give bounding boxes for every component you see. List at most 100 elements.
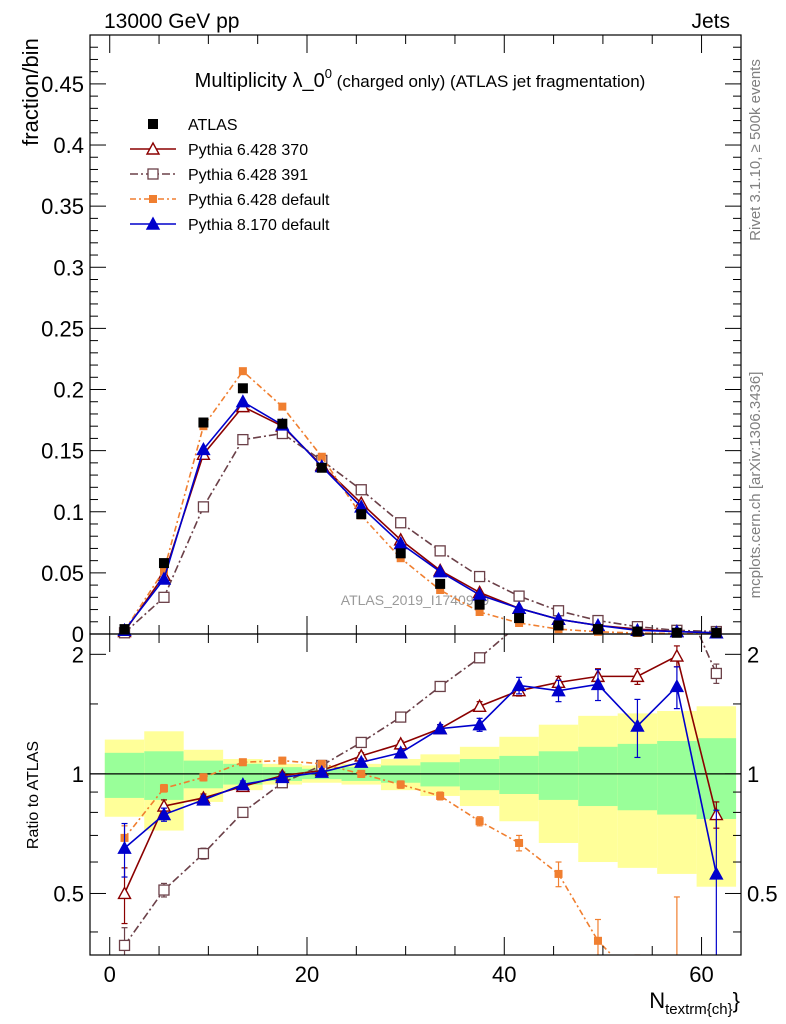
ratio-point [199, 773, 208, 782]
chart-title-rest: (charged only) (ATLAS jet fragmentation) [332, 72, 645, 91]
ratio-tick-label-right: 0.5 [747, 881, 778, 906]
legend-marker [149, 195, 157, 203]
side-label-top: Rivet 3.1.10, ≥ 500k events [747, 59, 764, 241]
data-point [592, 624, 603, 635]
main-panel: 00.050.10.150.20.250.30.350.40.45 ATLAS_… [18, 34, 742, 647]
ratio-point [475, 817, 484, 826]
series-point [513, 590, 525, 602]
uncertainty-bands [104, 706, 737, 887]
y-tick-label: 0.1 [53, 500, 84, 525]
legend-marker [145, 216, 161, 230]
data-point [474, 599, 485, 610]
series-point [235, 394, 251, 408]
y-tick-label: 0 [72, 622, 84, 647]
y-tick-label: 0.35 [41, 194, 84, 219]
x-axis-label: Ntextrm{ch}} [649, 988, 740, 1018]
data-point [356, 509, 367, 520]
ratio-point [673, 957, 680, 964]
ratio-point [436, 791, 445, 800]
series-point [395, 517, 407, 529]
ratio-point [590, 676, 606, 691]
ratio-point [672, 579, 682, 589]
series-line [123, 400, 717, 634]
series-point [355, 484, 367, 496]
ratio-point [472, 698, 487, 712]
legend: ATLAS Pythia 6.428 370 Pythia 6.428 391 Pyt… [130, 117, 330, 234]
ratio-tick-label-right: 2 [747, 642, 759, 667]
legend-label: Pythia 6.428 370 [188, 142, 308, 159]
series-point [156, 571, 172, 585]
ratio-point [551, 683, 566, 697]
header-right: Jets [691, 10, 730, 33]
series-point [511, 600, 527, 615]
ratio-point [117, 840, 132, 854]
legend-label: Pythia 8.170 default [188, 217, 330, 234]
band-inner [578, 746, 618, 807]
data-point [711, 627, 722, 638]
series-point [238, 367, 247, 376]
ratio-point [669, 679, 685, 693]
ratio-tick-label-left: 1 [72, 762, 84, 787]
ratio-point [278, 756, 287, 765]
ratio-tick-label-right: 1 [747, 762, 759, 787]
ratio-point [473, 652, 486, 664]
ratio-point [710, 667, 722, 680]
ratio-point [396, 780, 405, 789]
data-point [237, 383, 248, 394]
ratio-line [123, 759, 613, 955]
x-tick-label: 40 [492, 962, 516, 987]
x-tick-label: 0 [104, 962, 116, 987]
ratio-panel-frame [89, 633, 742, 956]
ratio-point [395, 711, 407, 723]
chart-title-sup: 0 [325, 66, 332, 81]
ratio-point [235, 777, 251, 791]
ratio-point [237, 806, 249, 819]
y-tick-label: 0.25 [41, 316, 84, 341]
ratio-point [238, 758, 247, 767]
ratio-point [634, 978, 641, 985]
ratio-point [197, 847, 210, 860]
series-line [123, 432, 717, 634]
ratio-point [593, 591, 603, 601]
ratio-point [511, 677, 527, 692]
band-inner [104, 752, 145, 798]
legend-marker [145, 141, 161, 155]
legend-label: Pythia 6.428 default [188, 192, 330, 209]
header-left: 13000 GeV pp [104, 10, 239, 33]
y-tick-label: 0.45 [41, 72, 84, 97]
legend-marker [147, 168, 159, 180]
data-point [277, 418, 288, 429]
ratio-point [393, 745, 408, 759]
chart-title: Multiplicity λ_00 (charged only) (ATLAS … [195, 66, 646, 92]
series-point [197, 501, 210, 513]
legend-marker [148, 119, 158, 129]
main-y-axis: 0 0.05 0.1 0.15 0.2 0.25 0.3 0.35 0.4 0.45 [41, 46, 741, 647]
ratio-point [630, 718, 645, 732]
ratio-point [434, 680, 446, 693]
ratio-tick-label-left: 0.5 [53, 881, 84, 906]
data-point [395, 548, 406, 559]
ratio-x-axis: 0 20 40 60 [104, 634, 714, 987]
legend-label: Pythia 6.428 391 [188, 167, 308, 184]
legend-label: ATLAS [188, 117, 238, 134]
series-point [473, 570, 486, 583]
y-tick-label: 0.2 [53, 378, 84, 403]
data-point [671, 627, 682, 638]
ratio-point [196, 792, 211, 806]
series-point [237, 433, 249, 446]
data-point [119, 624, 130, 635]
ratio-point [159, 784, 168, 793]
chart-title-main: Multiplicity λ_0 [195, 70, 325, 92]
ratio-point [632, 579, 642, 589]
ratio-point [472, 717, 487, 731]
series-point [432, 564, 448, 578]
ratio-line [124, 683, 718, 875]
ratio-panel: 0.5 0.5 1 1 2 2 0 20 40 60 Ratio to ATLAS Ntextr… [25, 579, 778, 1018]
band-inner [459, 759, 500, 791]
y-axis-label-ratio: Ratio to ATLAS [25, 741, 42, 849]
y-tick-label: 0.05 [41, 561, 84, 586]
band-inner [499, 755, 539, 794]
ratio-point [355, 736, 367, 749]
ratio-point [432, 721, 448, 735]
